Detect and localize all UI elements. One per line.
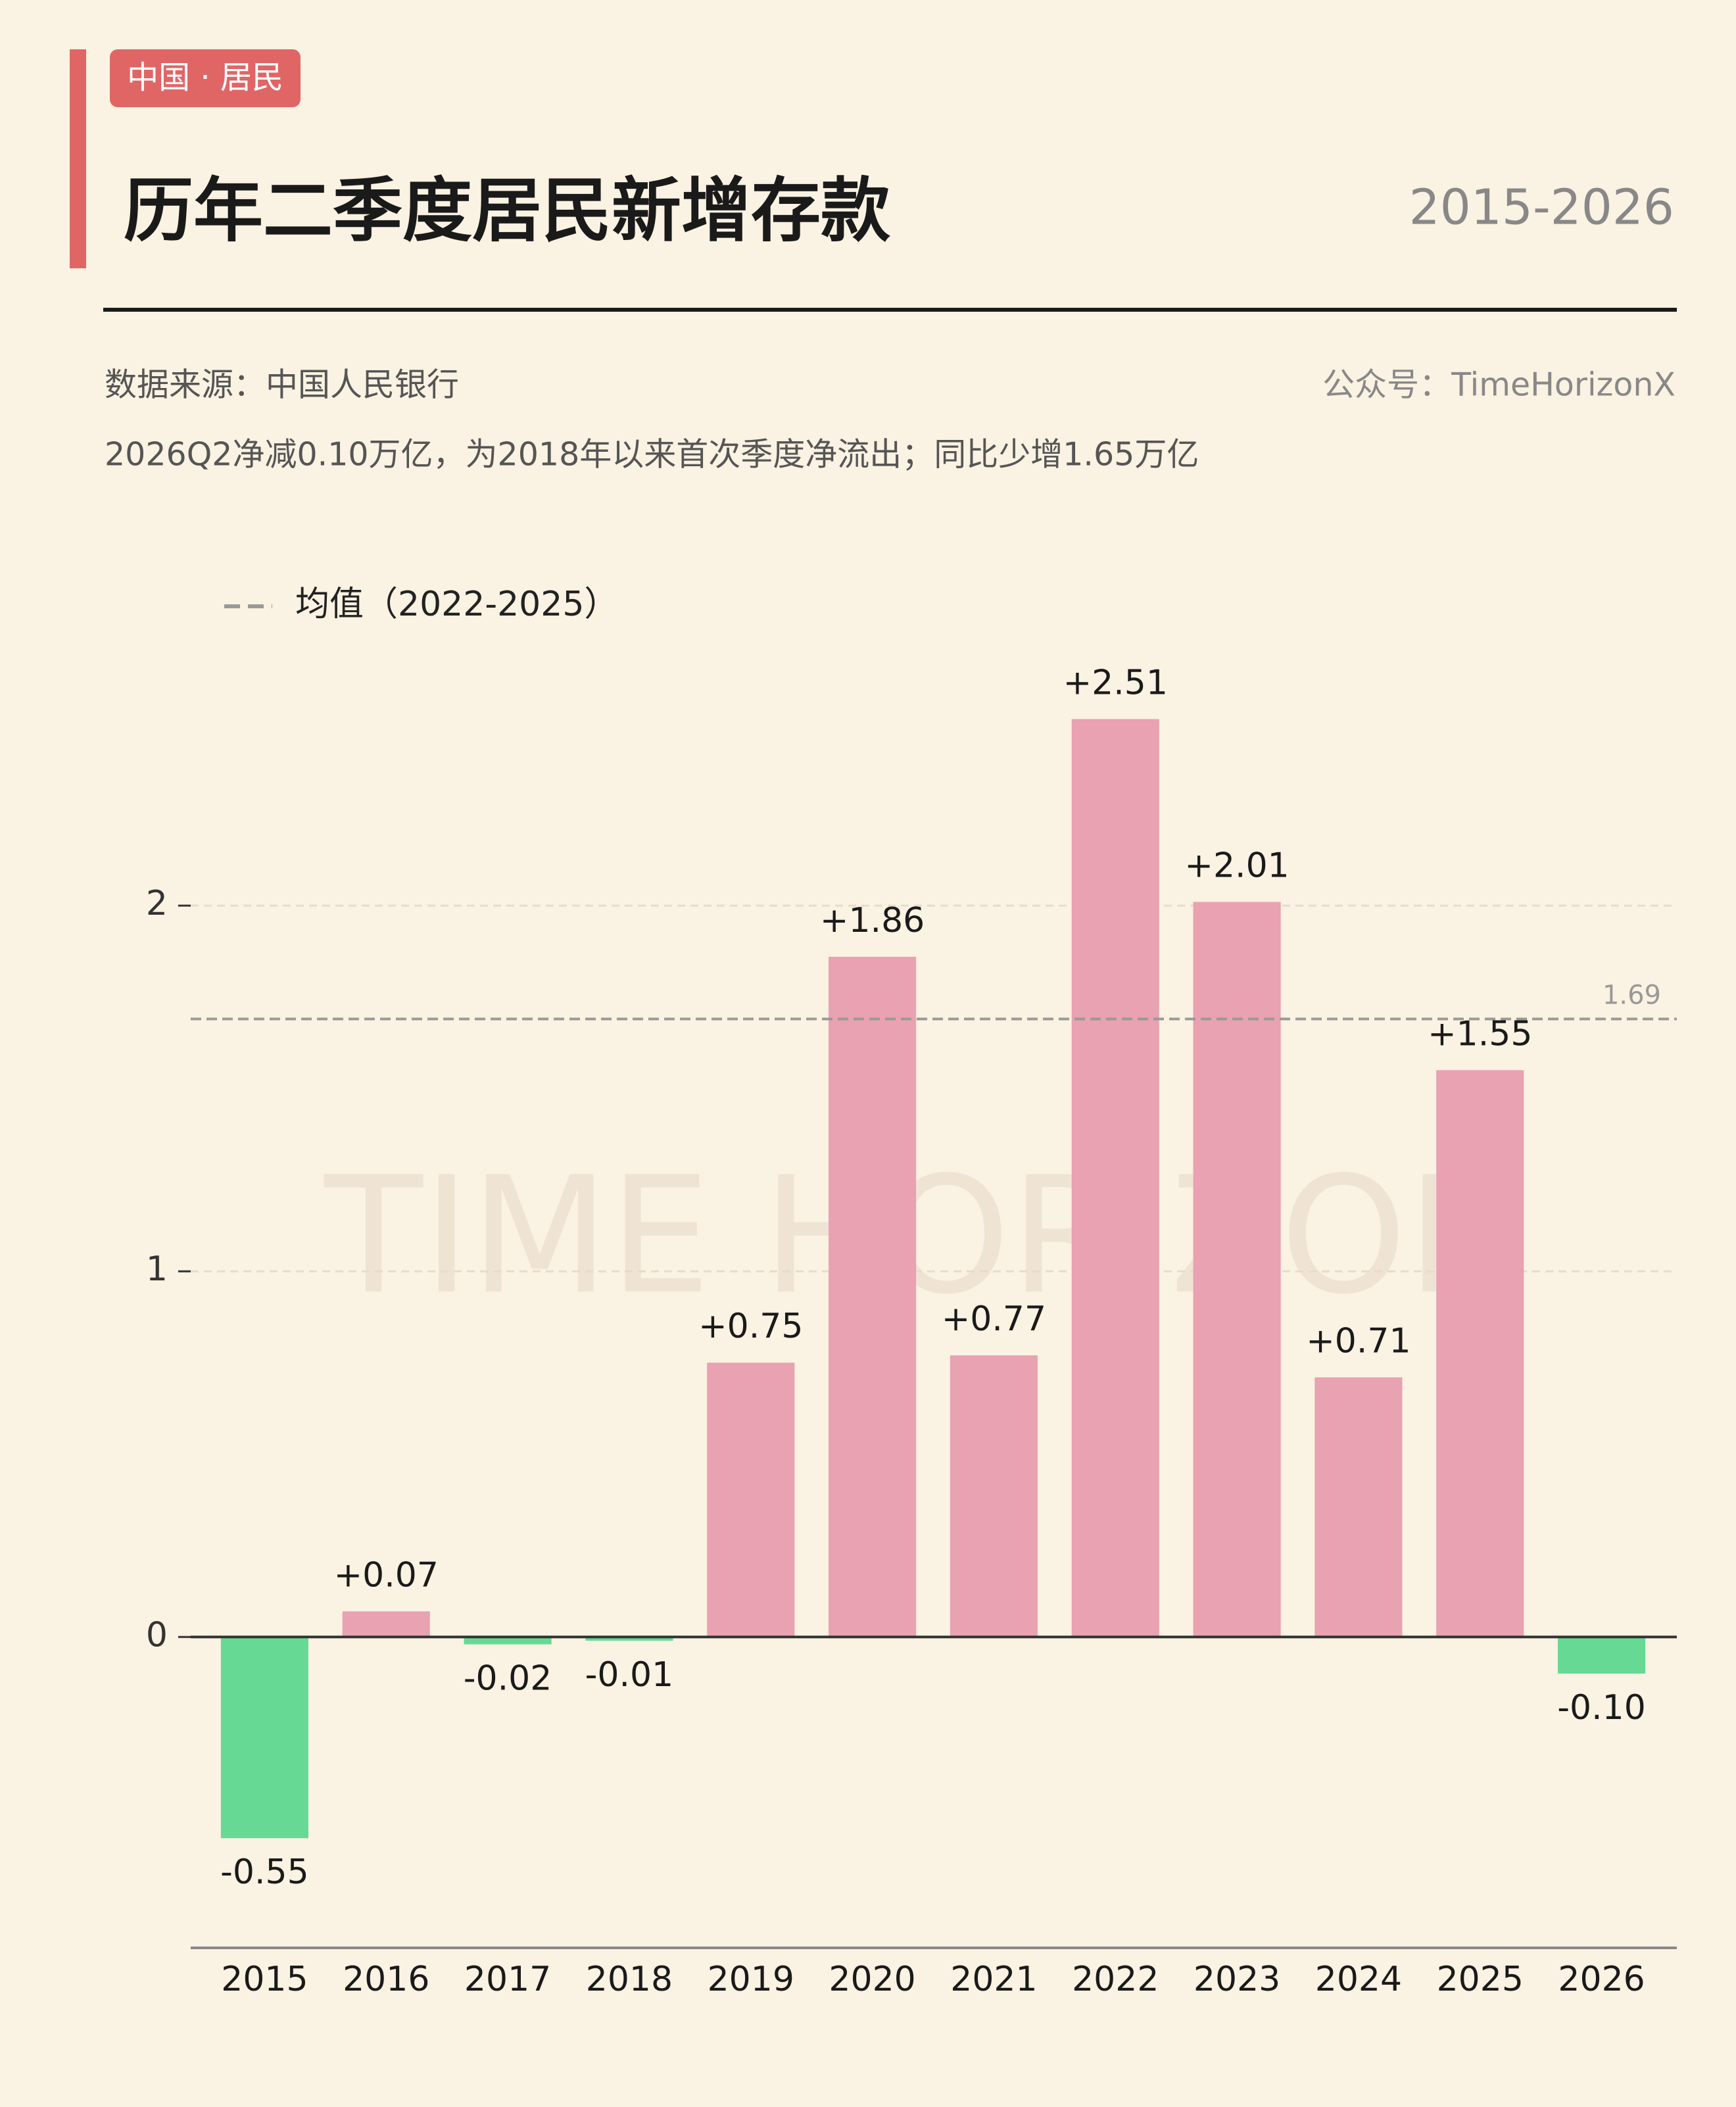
x-tick-label: 2023 [1194,1960,1280,1999]
x-tick-label: 2022 [1072,1960,1159,1999]
value-label: +0.71 [1306,1321,1410,1361]
value-label: +2.01 [1184,846,1289,886]
legend-label: 均值（2022-2025） [295,585,618,624]
bar [829,956,917,1637]
x-tick-label: 2018 [586,1960,673,1999]
value-label: +0.77 [942,1299,1046,1339]
accent-bar [70,49,86,268]
tag-box [110,49,301,107]
bar [342,1611,430,1637]
x-tick-label: 2025 [1437,1960,1524,1999]
subtitle: 2026Q2净减0.10万亿，为2018年以来首次季度净流出；同比少增1.65万… [105,436,1199,473]
chart-title: 历年二季度居民新增存款 [124,170,890,251]
x-tick-label: 2019 [708,1960,794,1999]
y-tick-label: 2 [146,884,168,923]
bar [464,1637,552,1645]
x-tick-label: 2017 [464,1960,551,1999]
bar [1436,1070,1524,1637]
value-label: +2.51 [1063,663,1168,702]
watermark: TIME HORIZON [324,1142,1528,1330]
value-label: -0.10 [1557,1688,1646,1728]
y-tick-label: 0 [146,1615,168,1655]
value-label: +1.55 [1428,1014,1532,1054]
y-tick-label: 1 [146,1249,168,1289]
mean-value-label: 1.69 [1603,980,1661,1010]
value-label: +1.86 [820,901,925,940]
account: 公众号：TimeHorizonX [1322,366,1676,404]
period: 2015-2026 [1409,180,1674,236]
x-tick-label: 2021 [950,1960,1037,1999]
bar [220,1637,308,1839]
value-label: +0.75 [698,1307,803,1346]
value-label: -0.01 [585,1655,674,1695]
x-tick-label: 2015 [221,1960,308,1999]
bar [950,1355,1038,1637]
bar [707,1363,795,1637]
bar [1558,1637,1646,1674]
x-tick-label: 2020 [829,1960,915,1999]
bar [1071,719,1159,1637]
value-label: -0.02 [464,1659,552,1698]
value-label: +0.07 [334,1555,439,1595]
x-tick-label: 2026 [1558,1960,1645,1999]
value-label: -0.55 [220,1853,309,1892]
bar [1314,1377,1403,1637]
source: 数据来源：中国人民银行 [105,366,459,404]
x-tick-label: 2016 [343,1960,429,1999]
x-tick-label: 2024 [1315,1960,1402,1999]
bar [1193,902,1281,1637]
bar [585,1637,673,1641]
tag: 中国 · 居民 [127,59,283,96]
